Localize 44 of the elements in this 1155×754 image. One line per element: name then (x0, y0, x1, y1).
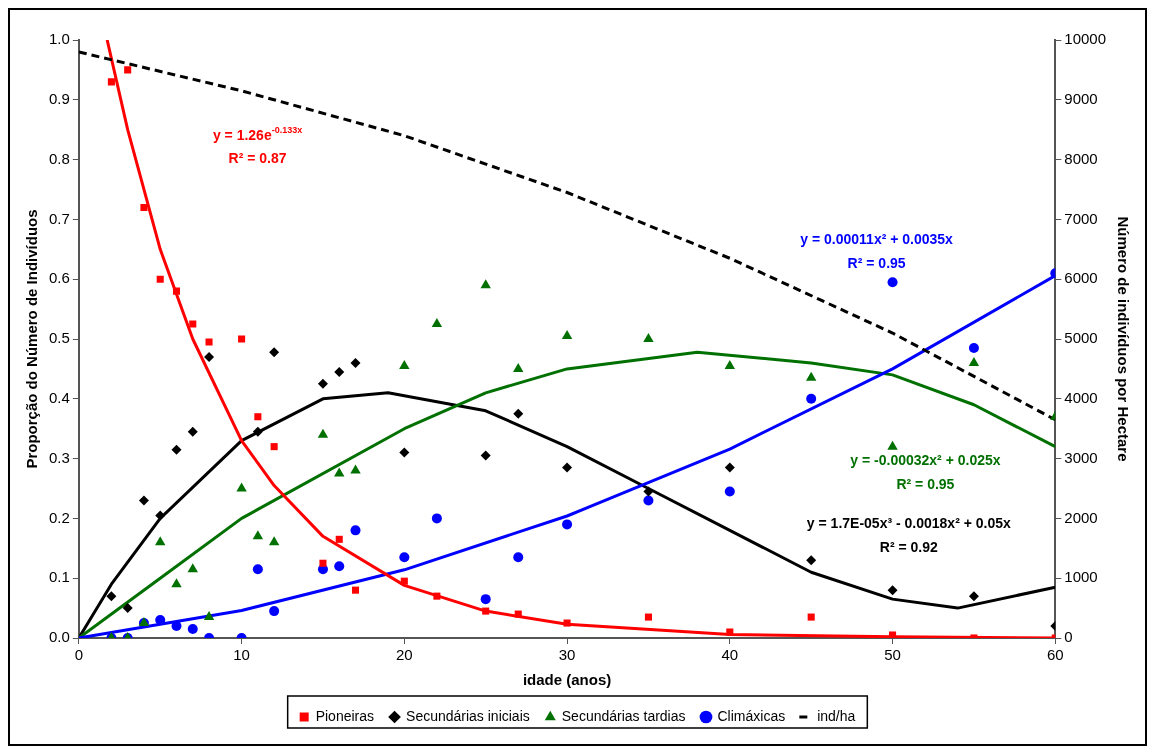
y2-tick-label: 0 (1064, 628, 1073, 646)
y-tick-label: 0.7 (48, 209, 70, 227)
y-tick-label: 0.0 (48, 628, 70, 646)
y2-tick-label: 1000 (1064, 568, 1098, 586)
y-tick-label: 1.0 (48, 30, 70, 48)
x-tick-label: 30 (558, 646, 576, 664)
annotation: R² = 0.87 (228, 150, 287, 167)
y-tick-label: 0.8 (48, 149, 70, 167)
x-tick-label: 0 (74, 646, 84, 664)
y2-tick-label: 7000 (1064, 209, 1098, 227)
y-tick-label: 0.9 (48, 89, 70, 107)
legend-label: Secundárias iniciais (406, 707, 530, 724)
annotation: y = 0.00011x² + 0.0035x (800, 231, 954, 248)
y-tick-label: 0.3 (48, 448, 70, 466)
y2-tick-label: 6000 (1064, 269, 1098, 287)
legend-label: Climáxicas (717, 707, 786, 724)
x-axis-title: idade (anos) (522, 671, 612, 689)
y2-tick-label: 3000 (1064, 448, 1098, 466)
y2-tick-label: 2000 (1064, 508, 1098, 526)
annotation: R² = 0.95 (847, 255, 906, 272)
y2-tick-label: 9000 (1064, 89, 1098, 107)
y-tick-label: 0.5 (48, 329, 70, 347)
x-tick-label: 50 (884, 646, 901, 664)
y-tick-label: 0.1 (48, 568, 70, 586)
y2-tick-label: 5000 (1064, 329, 1098, 347)
x-tick-label: 20 (395, 646, 413, 664)
annotation: y = 1.7E-05x³ - 0.0018x² + 0.05x (806, 515, 1011, 532)
annotation: y = -0.00032x² + 0.025x (850, 452, 1001, 469)
legend-label: Pioneiras (315, 707, 375, 724)
y-tick-label: 0.4 (48, 388, 70, 406)
y-axis-title: Proporção do Número de Indivíduos (23, 209, 41, 469)
y-tick-label: 0.2 (48, 508, 70, 526)
y2-axis-title: Número de indivíduos por Hectare (1114, 216, 1132, 462)
annotation: R² = 0.92 (879, 539, 939, 556)
legend-label: Secundárias tardias (561, 707, 686, 724)
annotation: R² = 0.95 (896, 476, 955, 493)
y2-tick-label: 10000 (1064, 30, 1107, 48)
y2-tick-label: 8000 (1064, 149, 1098, 167)
legend-label: ind/ha (817, 707, 856, 724)
x-tick-label: 10 (233, 646, 250, 664)
x-tick-label: 60 (1046, 646, 1064, 664)
x-tick-label: 40 (721, 646, 739, 664)
y-tick-label: 0.6 (48, 269, 70, 287)
y2-tick-label: 4000 (1064, 388, 1098, 406)
